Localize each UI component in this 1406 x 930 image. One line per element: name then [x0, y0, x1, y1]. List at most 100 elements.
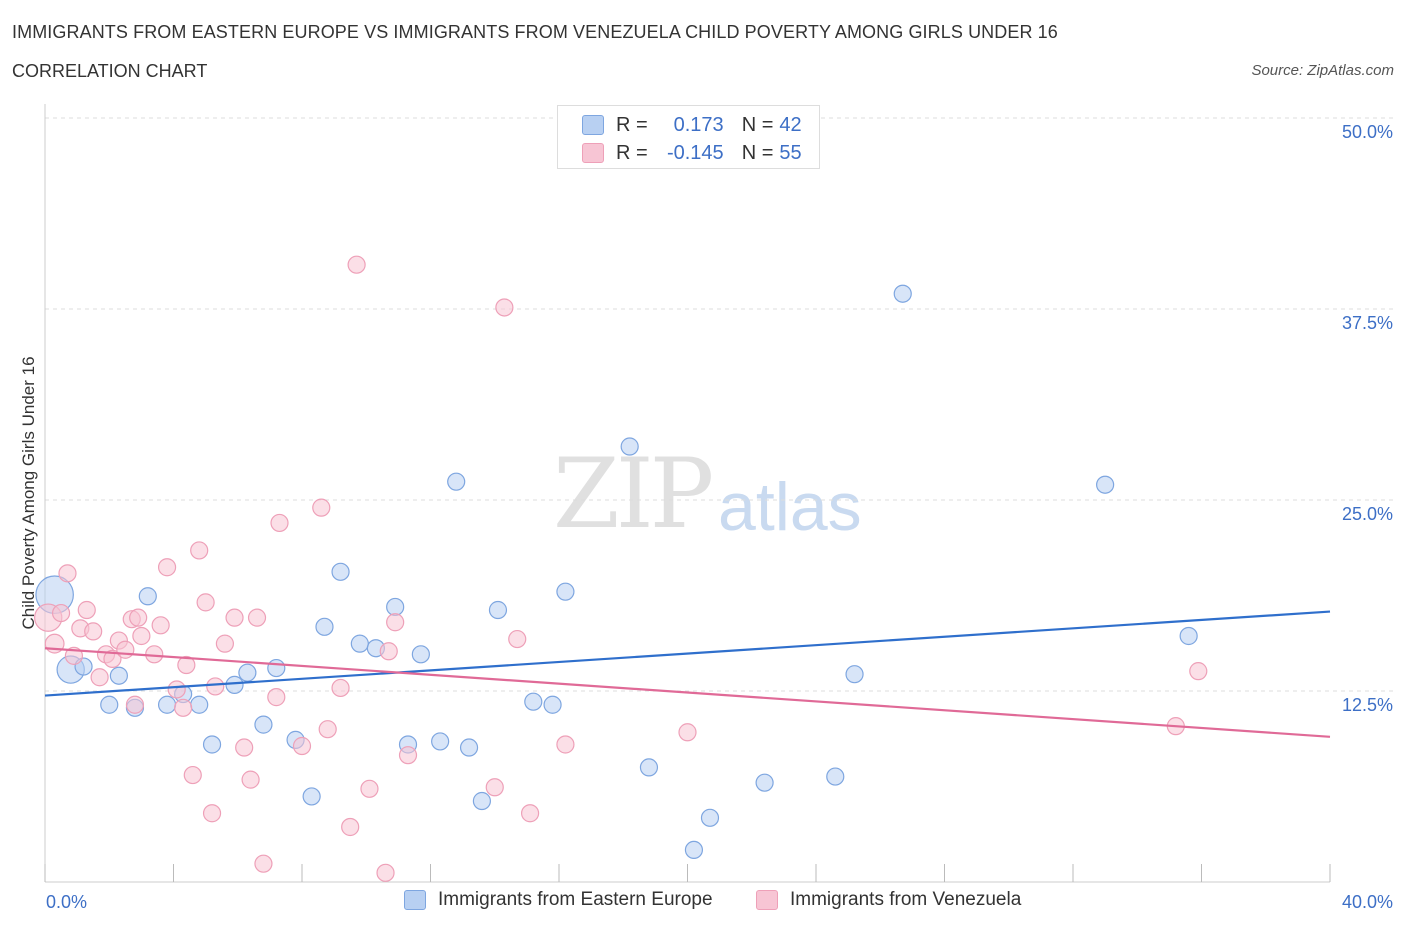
- venezuela-point: [64, 646, 84, 665]
- y-tick-label: 37.5%: [1341, 313, 1393, 333]
- eastern-europe-point: [447, 472, 466, 491]
- bottom-legend-venezuela: Immigrants from Venezuela: [756, 889, 1021, 911]
- bottom-legend-swatch-blue: [404, 890, 426, 910]
- watermark-atlas: atlas: [718, 469, 862, 545]
- legend-n-label: N =: [741, 113, 774, 136]
- source-label: Source: ZipAtlas.com: [1251, 62, 1394, 79]
- legend-r-value: 0.173: [673, 113, 724, 136]
- eastern-europe-point: [267, 658, 286, 678]
- eastern-europe-point: [459, 738, 479, 757]
- venezuela-trendline: [44, 647, 1331, 738]
- venezuela-point: [520, 804, 540, 823]
- venezuela-point: [116, 640, 135, 659]
- eastern-europe-point: [620, 437, 639, 456]
- venezuela-point: [129, 608, 148, 627]
- eastern-europe-point: [100, 695, 119, 714]
- chart-title: IMMIGRANTS FROM EASTERN EUROPE VS IMMIGR…: [12, 22, 1058, 42]
- bottom-legend-swatch-pink: [756, 890, 778, 910]
- bottom-legend-label: Immigrants from Venezuela: [790, 889, 1022, 910]
- eastern-europe-point: [386, 597, 405, 617]
- venezuela-point: [157, 558, 177, 577]
- venezuela-point: [202, 804, 222, 823]
- bottom-legend-label: Immigrants from Eastern Europe: [438, 889, 713, 910]
- legend-row-eastern-europe: R = 0.173 N = 42: [582, 113, 802, 137]
- venezuela-point: [318, 720, 337, 739]
- eastern-europe-point: [543, 695, 562, 714]
- eastern-europe-point: [302, 787, 321, 806]
- eastern-europe-point: [238, 663, 257, 682]
- eastern-europe-point: [350, 634, 369, 653]
- eastern-europe-trendline: [44, 610, 1331, 697]
- eastern-europe-point: [472, 791, 491, 811]
- eastern-europe-point: [826, 767, 845, 786]
- venezuela-point: [51, 603, 71, 623]
- eastern-europe-point: [639, 758, 659, 777]
- eastern-europe-point: [225, 675, 244, 694]
- venezuela-point: [190, 541, 209, 560]
- correlation-legend: R = 0.173 N = 42 R = -0.145 N = 55: [557, 105, 820, 169]
- venezuela-point: [398, 746, 418, 765]
- venezuela-point: [292, 736, 312, 756]
- venezuela-point: [331, 678, 350, 698]
- venezuela-point: [241, 770, 260, 789]
- eastern-europe-point: [331, 562, 350, 581]
- venezuela-point: [174, 698, 193, 717]
- eastern-europe-point: [411, 645, 430, 664]
- eastern-europe-point: [556, 582, 575, 601]
- venezuela-point: [270, 513, 289, 533]
- eastern-europe-point: [755, 773, 774, 792]
- venezuela-point: [247, 608, 267, 627]
- venezuela-point: [167, 680, 186, 699]
- venezuela-point: [151, 616, 170, 635]
- venezuela-point: [58, 564, 77, 583]
- eastern-europe-point: [845, 665, 864, 684]
- venezuela-point: [125, 695, 145, 714]
- venezuela-point: [183, 765, 202, 785]
- eastern-europe-point: [1096, 475, 1115, 494]
- eastern-europe-point: [190, 695, 209, 714]
- legend-r-label: R =: [616, 141, 648, 164]
- legend-swatch-blue: [582, 115, 604, 135]
- legend-row-venezuela: R = -0.145 N = 55: [582, 141, 802, 165]
- eastern-europe-point: [1179, 626, 1198, 646]
- eastern-europe-point: [893, 284, 912, 303]
- venezuela-point: [84, 622, 103, 641]
- legend-n-value: 55: [779, 141, 802, 164]
- eastern-europe-point: [524, 692, 543, 711]
- venezuela-point: [508, 629, 527, 649]
- y-tick-label: 25.0%: [1341, 504, 1393, 524]
- eastern-europe-point: [138, 587, 157, 606]
- venezuela-point: [360, 779, 379, 798]
- venezuela-point: [341, 817, 360, 837]
- venezuela-point: [132, 626, 151, 646]
- legend-swatch-pink: [582, 143, 604, 163]
- eastern-europe-point: [700, 808, 720, 827]
- venezuela-point: [376, 863, 395, 882]
- watermark-zip: ZIP: [553, 438, 714, 550]
- eastern-europe-point: [202, 735, 222, 754]
- y-tick-label: 12.5%: [1341, 695, 1393, 715]
- venezuela-point: [267, 688, 286, 707]
- venezuela-point: [379, 642, 398, 661]
- venezuela-point: [386, 613, 405, 632]
- venezuela-point: [556, 735, 575, 754]
- venezuela-point: [90, 668, 109, 687]
- venezuela-point: [495, 298, 514, 317]
- legend-r-value: -0.145: [666, 141, 724, 164]
- venezuela-point: [196, 593, 215, 612]
- venezuela-point: [103, 649, 122, 669]
- bottom-legend-eastern-europe: Immigrants from Eastern Europe: [404, 889, 713, 911]
- eastern-europe-point: [431, 732, 450, 751]
- eastern-europe-point: [315, 617, 334, 636]
- venezuela-point: [206, 677, 225, 696]
- eastern-europe-point: [157, 695, 177, 714]
- venezuela-point: [347, 255, 366, 274]
- venezuela-point: [312, 498, 331, 517]
- venezuela-point: [235, 738, 254, 757]
- venezuela-point: [225, 608, 244, 627]
- venezuela-point: [254, 854, 273, 873]
- legend-n-value: 42: [779, 113, 802, 136]
- legend-r-label: R =: [616, 113, 648, 136]
- x-tick-max: 40.0%: [1341, 892, 1393, 912]
